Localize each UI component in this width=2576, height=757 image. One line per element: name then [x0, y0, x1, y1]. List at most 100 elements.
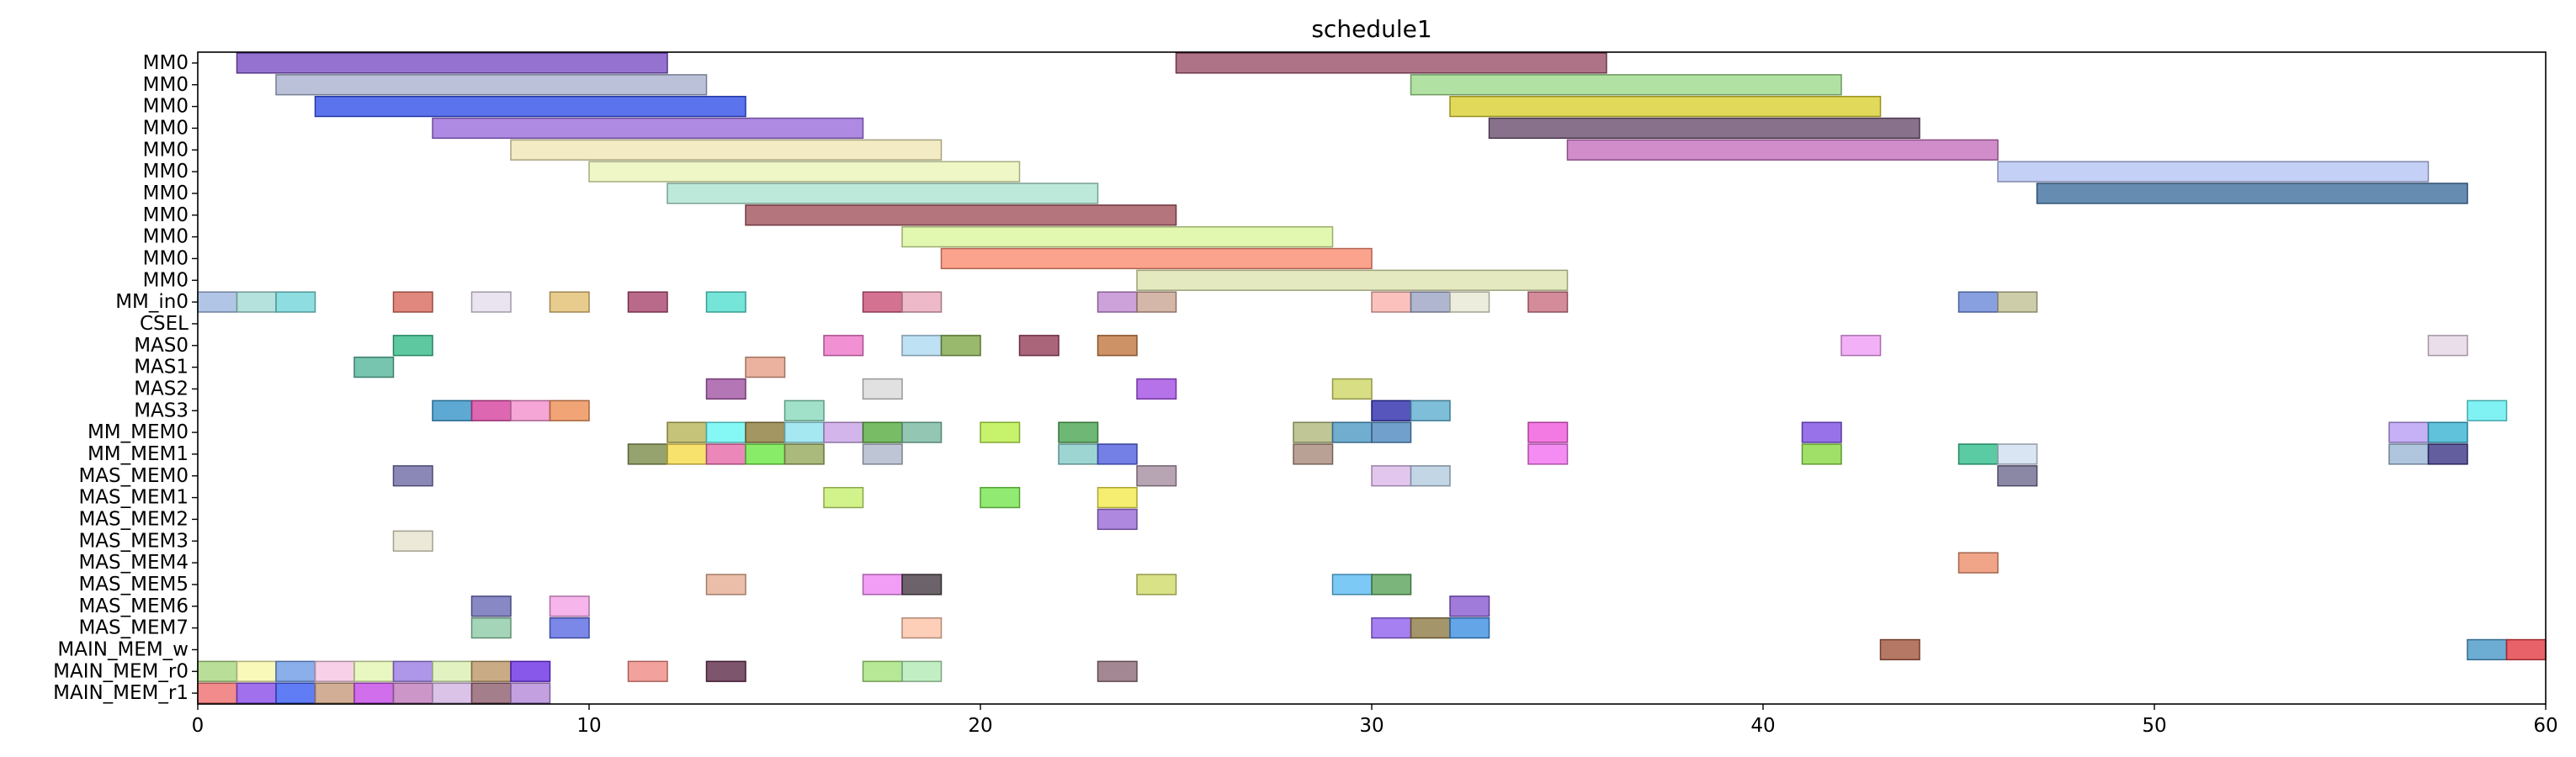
- gantt-bar: [1331, 378, 1373, 400]
- y-tick-label: MM0: [143, 204, 189, 226]
- gantt-bar: [783, 400, 825, 421]
- gantt-bar: [1997, 291, 2038, 313]
- gantt-bar: [823, 421, 864, 443]
- gantt-bar: [1527, 443, 1569, 465]
- gantt-bar: [1097, 335, 1138, 357]
- gantt-bar: [1801, 421, 1842, 443]
- gantt-bar: [901, 660, 943, 682]
- gantt-bar: [392, 291, 433, 313]
- y-tick-label: MM0: [143, 226, 189, 248]
- y-tick-label: MAS_MEM6: [78, 596, 189, 617]
- gantt-bar: [197, 291, 238, 313]
- gantt-bar: [745, 421, 786, 443]
- gantt-bar: [627, 291, 668, 313]
- gantt-bar: [432, 682, 473, 704]
- gantt-bar: [667, 443, 708, 465]
- gantt-bar: [1527, 291, 1569, 313]
- gantt-bar: [705, 574, 746, 596]
- gantt-bar: [1410, 465, 1451, 487]
- gantt-bar: [1136, 291, 1177, 313]
- gantt-bar: [1449, 95, 1882, 118]
- gantt-bar: [275, 660, 316, 682]
- gantt-bar: [667, 421, 708, 443]
- gantt-bar: [1801, 443, 1842, 465]
- gantt-bar: [705, 291, 746, 313]
- y-tick-label: MAS3: [134, 400, 189, 421]
- gantt-bar: [549, 400, 590, 421]
- gantt-bar: [588, 161, 1021, 183]
- y-tick-label: MAS2: [134, 378, 189, 400]
- gantt-bar: [1449, 617, 1490, 639]
- chart-title: schedule1: [1311, 15, 1431, 43]
- gantt-bar: [1018, 335, 1060, 357]
- gantt-bar: [1097, 508, 1138, 531]
- gantt-bar: [470, 682, 512, 704]
- gantt-bar: [314, 95, 746, 118]
- gantt-bar: [432, 660, 473, 682]
- gantt-bar: [470, 291, 512, 313]
- gantt-bar: [745, 356, 786, 378]
- gantt-bar: [1410, 74, 1842, 96]
- gantt-bar: [1136, 378, 1177, 400]
- gantt-bar: [1058, 443, 1099, 465]
- gantt-bar: [353, 660, 395, 682]
- gantt-bar: [1410, 291, 1451, 313]
- gantt-bar: [1997, 443, 2038, 465]
- gantt-bar: [470, 400, 512, 421]
- gantt-bar: [823, 486, 864, 509]
- gantt-bar: [823, 335, 864, 357]
- gantt-bar: [2388, 421, 2430, 443]
- gantt-bar: [1879, 638, 1920, 661]
- gantt-bar: [901, 617, 943, 639]
- gantt-bar: [1136, 269, 1569, 291]
- gantt-bar: [275, 682, 316, 704]
- x-tick-label: 40: [1750, 715, 1775, 737]
- gantt-bar: [1488, 117, 1920, 140]
- gantt-bar: [1410, 617, 1451, 639]
- gantt-bar: [1371, 574, 1412, 596]
- gantt-bar: [901, 421, 943, 443]
- gantt-bar: [432, 117, 864, 140]
- gantt-bar: [2388, 443, 2430, 465]
- y-tick-label: MM0: [143, 117, 189, 139]
- gantt-bar: [1371, 291, 1412, 313]
- gantt-bar: [392, 660, 433, 682]
- bars-layer: [197, 52, 2547, 704]
- gantt-bar: [1331, 421, 1373, 443]
- y-tick-label: MM0: [143, 96, 189, 118]
- gantt-bar: [1097, 486, 1138, 509]
- gantt-bar: [549, 617, 590, 639]
- y-tick-label: MM0: [143, 139, 189, 161]
- gantt-bar: [197, 682, 238, 704]
- gantt-bar: [1097, 660, 1138, 682]
- gantt-bar: [1371, 421, 1412, 443]
- gantt-bar: [783, 421, 825, 443]
- gantt-bar: [1449, 291, 1490, 313]
- y-tick-label: MM0: [143, 52, 189, 74]
- gantt-bar: [1997, 465, 2038, 487]
- gantt-bar: [1957, 443, 1999, 465]
- gantt-bar: [2427, 335, 2468, 357]
- gantt-bar: [1371, 617, 1412, 639]
- gantt-bar: [1566, 139, 1999, 161]
- gantt-bar: [510, 139, 943, 161]
- y-tick-label: MM_MEM1: [88, 443, 189, 465]
- gantt-bar: [862, 574, 903, 596]
- gantt-bar: [314, 660, 355, 682]
- gantt-bar: [862, 443, 903, 465]
- y-tick-label: MAS_MEM5: [78, 574, 189, 596]
- y-tick-label: MM_MEM0: [88, 421, 189, 443]
- gantt-bar: [1371, 465, 1412, 487]
- gantt-bar: [197, 660, 238, 682]
- x-tick-label: 0: [192, 715, 204, 737]
- gantt-bar: [783, 443, 825, 465]
- gantt-bar: [549, 291, 590, 313]
- y-tick-label: MAS0: [134, 335, 189, 357]
- y-tick-label: MAS_MEM3: [78, 530, 189, 552]
- gantt-bar: [862, 291, 903, 313]
- gantt-bar: [1997, 161, 2430, 183]
- gantt-bar: [2467, 400, 2508, 421]
- y-tick-label: MM0: [143, 183, 189, 204]
- gantt-bar: [1527, 421, 1569, 443]
- y-tick-label: MAS_MEM7: [78, 617, 189, 639]
